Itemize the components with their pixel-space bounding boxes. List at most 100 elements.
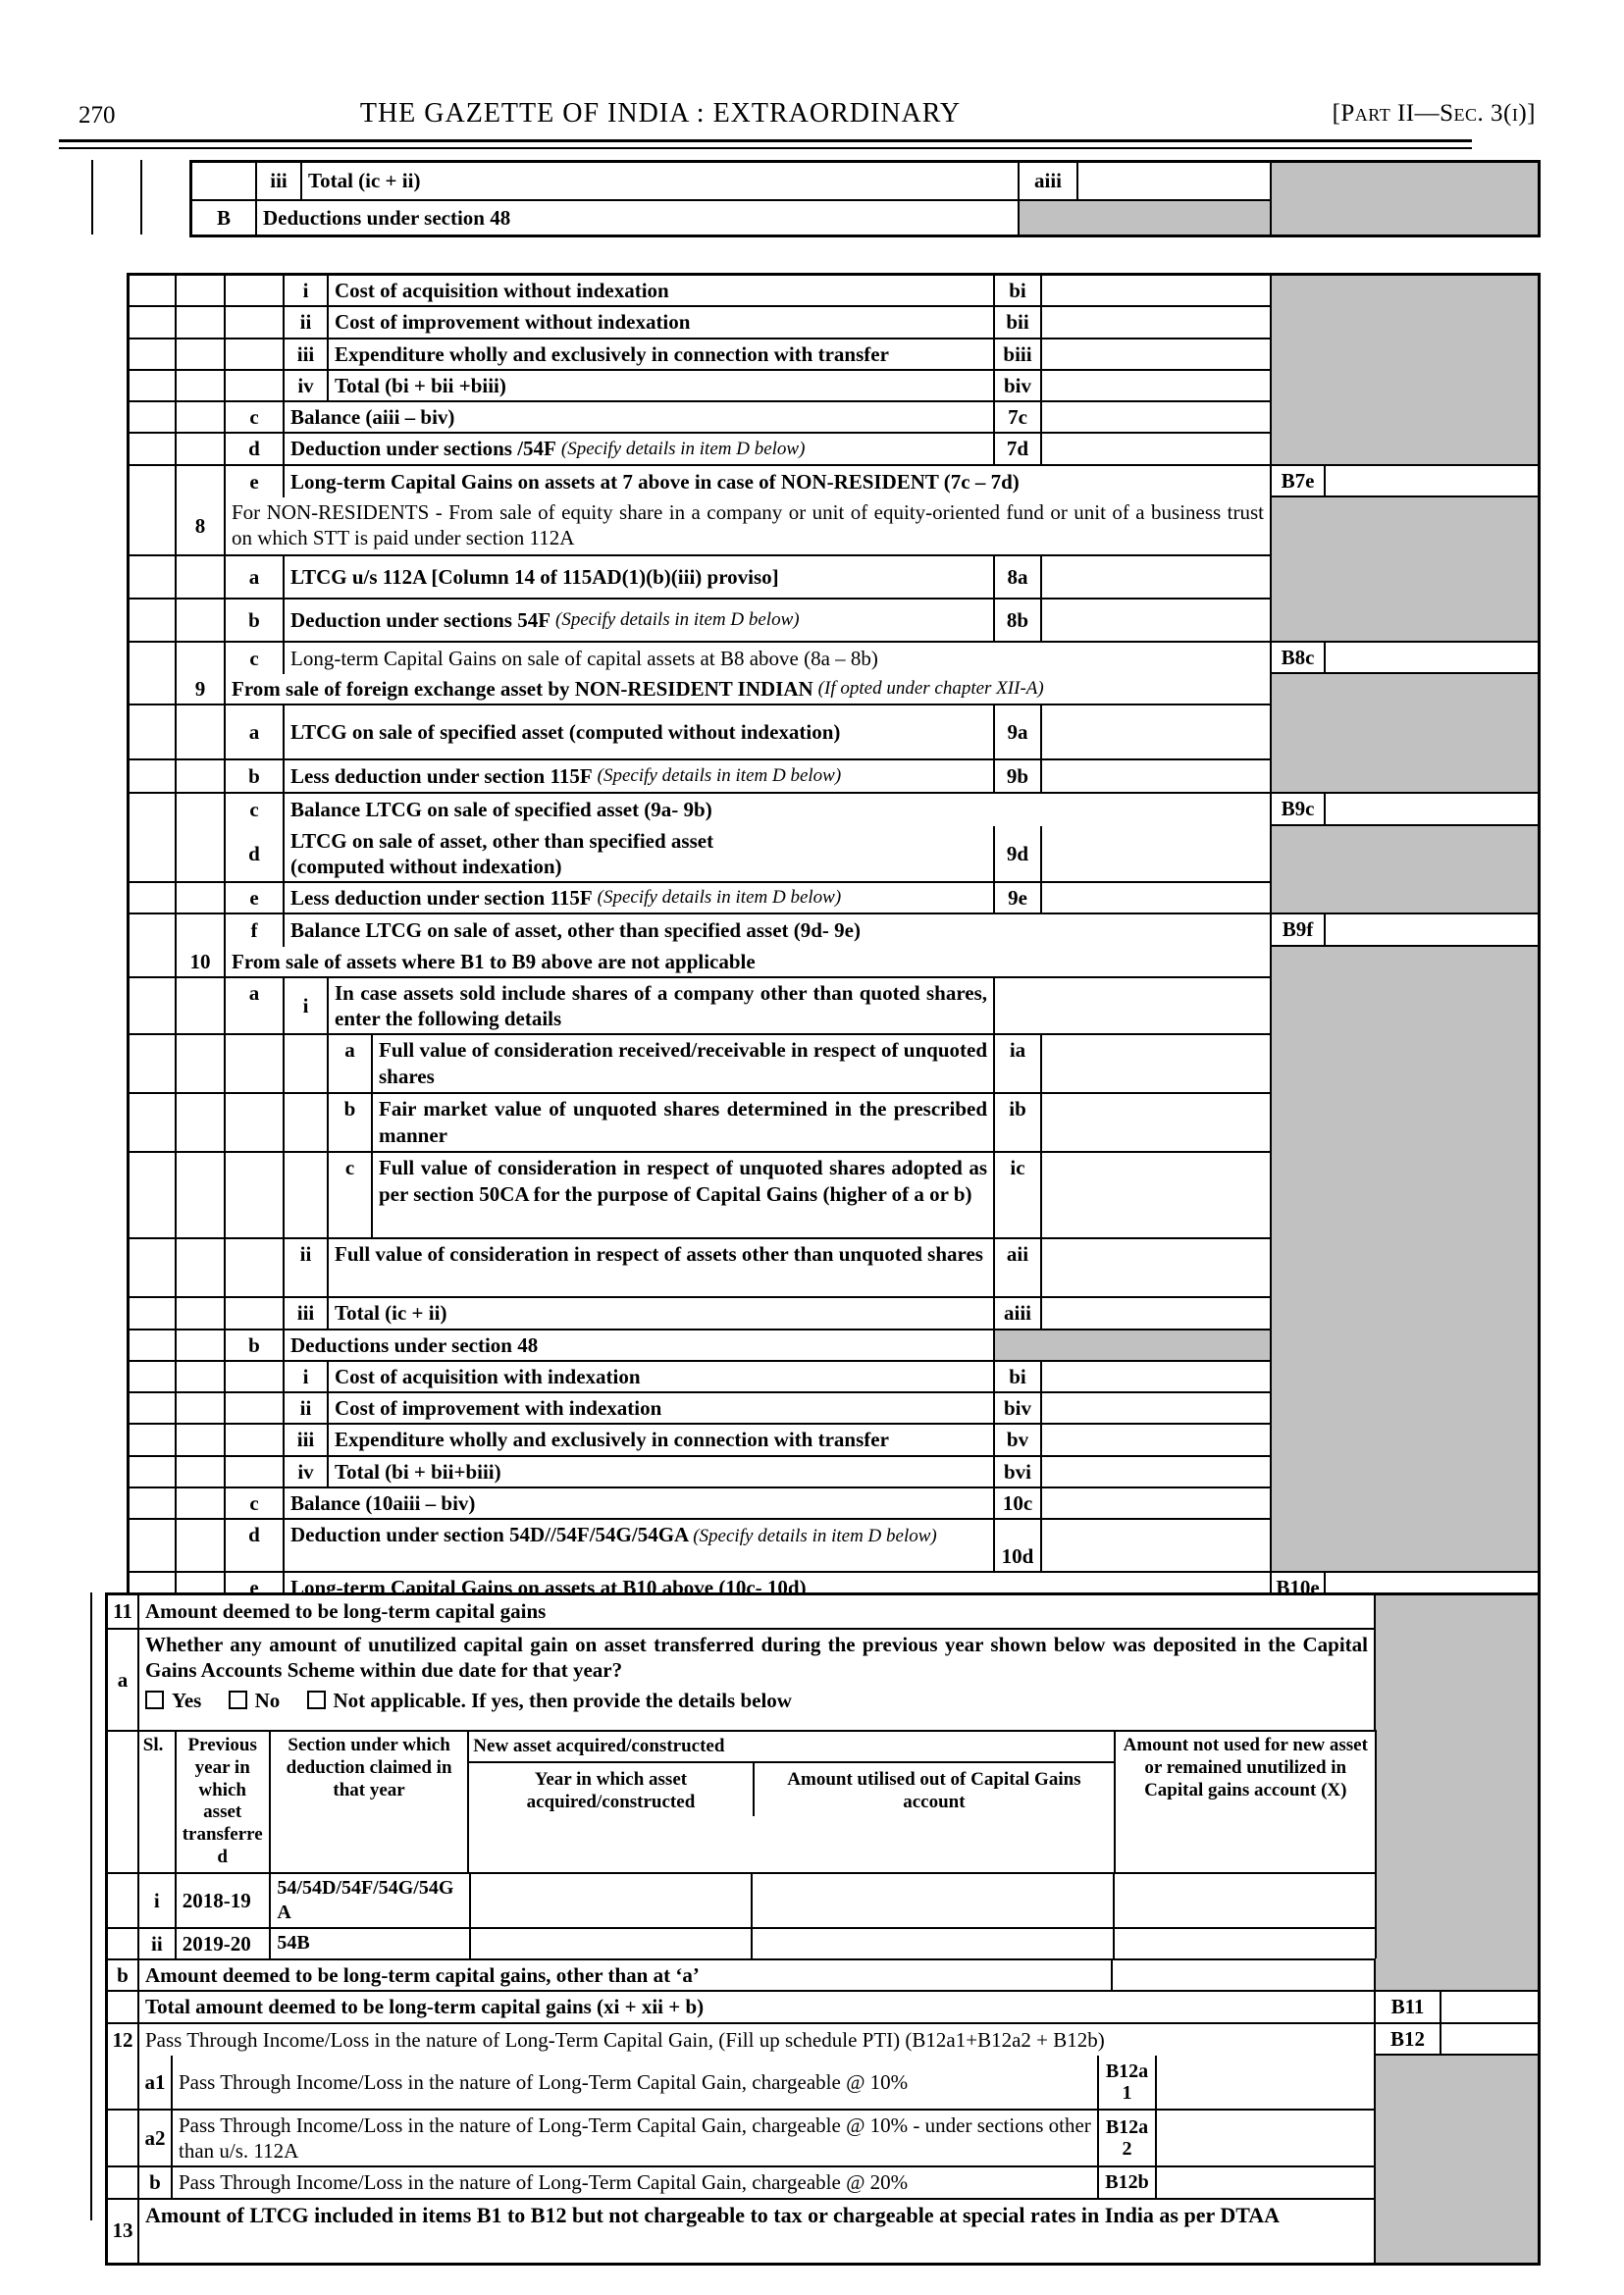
shaded-cell: [1270, 1237, 1538, 1297]
shaded-cell: [1018, 199, 1270, 235]
shaded-cell: [1270, 163, 1538, 199]
row-index: b: [224, 597, 283, 641]
shaded-cell: [1270, 553, 1538, 598]
checkbox-no-icon: [228, 1690, 247, 1709]
spacer-cell: [130, 1486, 175, 1518]
row-label: Balance LTCG on sale of specified asset …: [283, 792, 1270, 826]
row-label: Long-term Capital Gains on assets at 7 a…: [283, 463, 1270, 497]
table-row: ii Cost of improvement with indexation b…: [130, 1391, 1538, 1424]
spacer-cell: [175, 975, 224, 1034]
shaded-cell: [1374, 2055, 1538, 2109]
shaded-cell: [1270, 199, 1538, 235]
spacer-cell: [130, 1391, 175, 1423]
row-index: a: [224, 975, 283, 1034]
row-code: B12a 2: [1097, 2108, 1155, 2166]
row-index: a1: [137, 2055, 171, 2109]
table-row: b Deduction under sections 54F (Specify d…: [130, 597, 1538, 641]
row-index: a: [224, 704, 283, 759]
spacer-cell: [175, 1454, 224, 1487]
row-index: a: [327, 1033, 371, 1093]
row-code: 10d: [993, 1518, 1040, 1571]
spacer-cell: [130, 1296, 175, 1328]
checkbox-yes-label: Yes: [172, 1688, 202, 1712]
row-label: Balance (10aiii – biv): [283, 1486, 993, 1518]
row-code: B9f: [1270, 913, 1324, 947]
value-cell: [1040, 400, 1270, 433]
table-row: b Less deduction under section 115F (Spec…: [130, 758, 1538, 793]
row-code: 10c: [993, 1486, 1040, 1518]
shaded-cell: [1270, 432, 1538, 464]
spacer-cell: [108, 2165, 137, 2197]
value-cell: [1040, 825, 1270, 881]
row-code: biii: [993, 337, 1040, 369]
table-row: 10 From sale of assets where B1 to B9 ab…: [130, 946, 1538, 976]
table-row: iv Total (bi + bii +biii) biv: [130, 368, 1538, 400]
row-label: Cost of acquisition with indexation: [327, 1359, 993, 1391]
spacer-cell: [175, 1033, 224, 1093]
row-index: a: [108, 1628, 137, 1730]
value-cell: [1040, 758, 1270, 793]
table-row: c Balance (10aiii – biv) 10c: [130, 1486, 1538, 1518]
row-code: 9b: [993, 758, 1040, 793]
spacer-cell: [224, 1033, 283, 1093]
row-index: 9: [175, 674, 224, 704]
spacer-cell: [175, 1359, 224, 1391]
table-row: a Full value of consideration received/r…: [130, 1033, 1538, 1093]
shaded-cell: [1270, 704, 1538, 759]
row-label: Deductions under section 48: [283, 1328, 993, 1360]
capital-gains-table: i Cost of acquisition without indexation…: [127, 273, 1541, 1606]
row-index: d: [224, 432, 283, 464]
cell: Less deduction under section 115F: [290, 886, 593, 910]
row-label: Deduction under sections 54F (Specify det…: [283, 597, 993, 641]
spacer-cell: [130, 758, 175, 792]
details-row: ii 2019-20 54B: [108, 1926, 1538, 1959]
shaded-cell: [1270, 1033, 1538, 1093]
row-index: ii: [136, 1926, 175, 1959]
row-code: 7c: [993, 400, 1040, 433]
spacer-cell: [175, 881, 224, 913]
spacer-cell: [130, 497, 175, 554]
value-cell: [1040, 1359, 1270, 1391]
cell: (Specify details in item D below): [693, 1526, 937, 1546]
value-cell: [1155, 2165, 1374, 2198]
spacer-cell: [175, 463, 224, 497]
checkbox-no-label: No: [254, 1688, 281, 1712]
shaded-cell: [1375, 1730, 1538, 1872]
shaded-cell: [1374, 1595, 1538, 1628]
spacer-cell: [108, 1730, 137, 1872]
spacer-cell: [224, 1454, 283, 1487]
row-label: Total (bi + bii+biii): [327, 1454, 993, 1487]
spacer-cell: [108, 1990, 137, 2021]
row-index: 11: [113, 1599, 132, 1624]
cell: From sale of foreign exchange asset by N…: [232, 677, 813, 701]
shaded-cell: [1270, 337, 1538, 369]
shaded-cell: [1270, 758, 1538, 793]
value-cell: [1040, 1486, 1270, 1518]
row-code: 9e: [993, 881, 1040, 913]
spacer-cell: [130, 368, 175, 400]
page-number: 270: [79, 102, 116, 129]
spacer-cell: [175, 1486, 224, 1518]
shaded-cell: [1270, 674, 1538, 704]
value-cell: [1040, 1454, 1270, 1487]
shaded-cell: [1270, 276, 1538, 306]
row-label: Full value of consideration in respect o…: [371, 1151, 993, 1238]
spacer-cell: [108, 2108, 137, 2166]
row-index: iii: [283, 1296, 327, 1329]
spacer-cell: [224, 1092, 283, 1152]
table-row: B Deductions under section 48: [192, 199, 1538, 235]
table-row: e Long-term Capital Gains on assets at 7…: [130, 463, 1538, 497]
table-row: 13 Amount of LTCG included in items B1 t…: [108, 2197, 1538, 2263]
row-label: Balance (aiii – biv): [283, 400, 993, 433]
row-label: Pass Through Income/Loss in the nature o…: [171, 2165, 1097, 2198]
row-code: B12b: [1097, 2165, 1155, 2198]
spacer-cell: [130, 881, 175, 913]
table-row: c Balance (aiii – biv) 7c: [130, 400, 1538, 433]
col-header-section: Section under which deduction claimed in…: [268, 1730, 468, 1872]
spacer-cell: [175, 913, 224, 947]
col-header-year-acquired: Year in which asset acquired/constructed: [526, 1768, 696, 1812]
spacer-cell: [130, 913, 175, 946]
spacer-cell: [130, 1359, 175, 1391]
row-index: b: [327, 1092, 371, 1152]
shaded-cell: [1374, 2108, 1538, 2166]
